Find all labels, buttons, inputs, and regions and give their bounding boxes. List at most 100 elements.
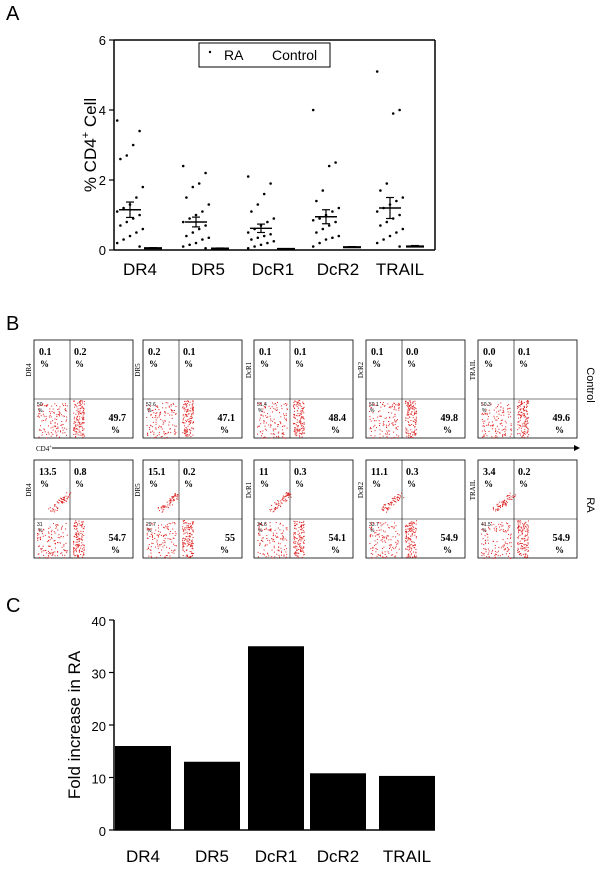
flow-event [164, 411, 166, 413]
flow-event [409, 537, 411, 539]
quadrant-upper-right-pct: % [295, 479, 304, 489]
flow-event [503, 429, 505, 431]
flow-event [166, 436, 168, 438]
flow-event [521, 430, 523, 432]
quadrant-lower-left-value: 41.5 [481, 522, 491, 528]
flow-event [57, 427, 59, 429]
flow-event [407, 554, 409, 556]
flow-event [412, 420, 414, 422]
flow-event [172, 532, 174, 534]
flow-event [37, 538, 39, 540]
flow-event [496, 508, 498, 510]
flow-event [171, 551, 173, 553]
flow-event [82, 429, 84, 431]
flow-event [302, 550, 304, 552]
flow-event [389, 546, 391, 548]
flow-event [496, 551, 498, 553]
flow-event [174, 549, 176, 551]
flow-event [272, 411, 274, 413]
flow-event [286, 408, 288, 410]
flow-event [152, 417, 154, 419]
flow-event [414, 534, 416, 536]
flow-event [274, 433, 276, 435]
ra-point [311, 245, 315, 248]
flow-event [77, 547, 79, 549]
flow-event [190, 552, 192, 554]
flow-event [46, 404, 48, 406]
flow-event [296, 434, 298, 436]
flow-event [183, 404, 185, 406]
flow-event [498, 508, 500, 510]
flow-event [405, 530, 407, 532]
flow-event [491, 553, 493, 555]
flow-event [170, 538, 172, 540]
flow-event [192, 407, 194, 409]
quadrant-upper-right-pct: % [75, 479, 84, 489]
flow-event [190, 546, 192, 548]
flow-event [415, 536, 417, 538]
flow-event [268, 424, 270, 426]
flow-event [192, 408, 194, 410]
flow-event [379, 433, 381, 435]
flow-event [267, 529, 269, 531]
flow-event [506, 551, 508, 553]
flow-event [283, 432, 285, 434]
flow-event [83, 400, 85, 402]
flow-event [62, 415, 64, 417]
flow-event [63, 497, 65, 499]
flow-event [279, 556, 281, 558]
flow-event [386, 509, 388, 511]
flow-event [59, 413, 61, 415]
flow-event [82, 407, 84, 409]
flow-event [80, 403, 82, 405]
flow-event [486, 435, 488, 437]
bar [115, 746, 171, 830]
flow-event [53, 425, 55, 427]
flow-event [48, 527, 50, 529]
flow-event [499, 526, 501, 528]
flow-event [484, 540, 486, 542]
flow-event [279, 529, 281, 531]
flow-y-axis-label: TRAIL [469, 480, 477, 501]
flow-event [82, 521, 84, 523]
flow-event [526, 530, 528, 532]
flow-event [405, 419, 407, 421]
flow-event [483, 429, 485, 431]
flow-event [386, 507, 388, 509]
flow-event [158, 416, 160, 418]
flow-event [151, 528, 153, 530]
ra-point [388, 234, 392, 238]
flow-event [276, 536, 278, 538]
flow-event [187, 533, 189, 535]
flow-event [184, 429, 186, 431]
flow-event [524, 553, 526, 555]
flow-event [173, 537, 175, 539]
flow-event [283, 555, 285, 557]
flow-event [369, 543, 371, 545]
flow-event [272, 430, 274, 432]
flow-event [76, 554, 78, 556]
flow-event [524, 522, 526, 524]
flow-event [164, 541, 166, 543]
flow-event [65, 500, 67, 502]
ra-point [181, 245, 185, 248]
flow-y-axis-label: DR5 [134, 363, 142, 377]
flow-event [496, 416, 498, 418]
flow-event [505, 504, 507, 506]
flow-event [263, 436, 265, 438]
ra-point [331, 236, 334, 240]
y-tick-label: 0 [99, 243, 106, 258]
quadrant-upper-left-value: 0.1 [259, 347, 272, 358]
flow-event [487, 554, 489, 556]
flow-event [408, 407, 410, 409]
flow-event [491, 551, 493, 553]
flow-event [151, 536, 153, 538]
flow-event [372, 546, 374, 548]
flow-event [523, 422, 525, 424]
flow-event [382, 541, 384, 543]
flow-event [486, 414, 488, 416]
flow-event [276, 536, 278, 538]
flow-event [502, 500, 504, 502]
flow-event [77, 538, 79, 540]
quadrant-lower-left-pct: % [370, 528, 375, 534]
